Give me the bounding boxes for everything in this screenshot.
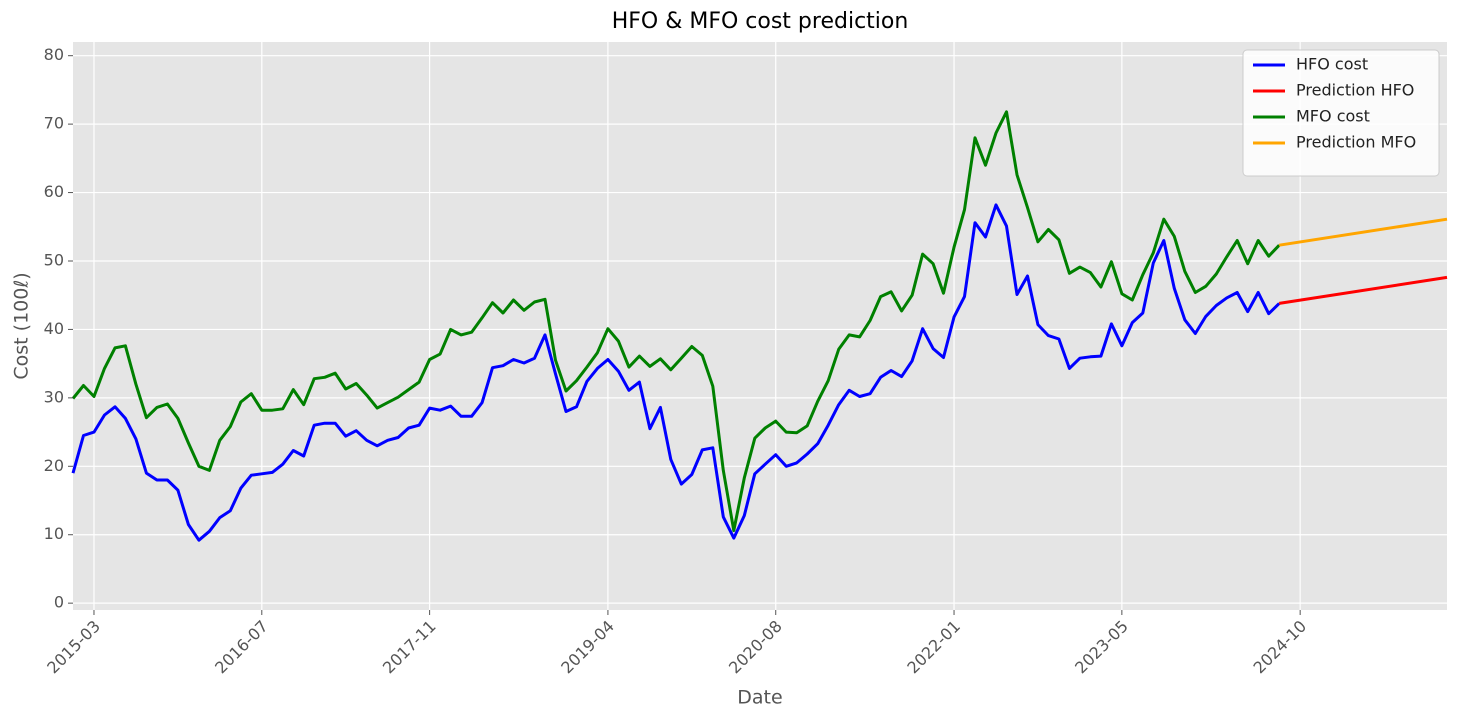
legend-label: Prediction MFO bbox=[1296, 133, 1416, 152]
y-tick-label: 80 bbox=[44, 45, 64, 64]
y-tick-label: 70 bbox=[44, 114, 64, 133]
y-tick-label: 40 bbox=[44, 319, 64, 338]
x-tick-label: 2019-04 bbox=[557, 617, 618, 678]
legend-label: MFO cost bbox=[1296, 107, 1370, 126]
x-axis-label: Date bbox=[737, 687, 782, 709]
x-tick-label: 2022-01 bbox=[903, 617, 964, 678]
legend-label: Prediction HFO bbox=[1296, 81, 1414, 100]
x-tick-label: 2016-07 bbox=[211, 617, 272, 678]
series-line bbox=[71, 110, 1281, 533]
chart-title: HFO & MFO cost prediction bbox=[612, 9, 909, 34]
series-line bbox=[1278, 217, 1448, 247]
y-tick-label: 60 bbox=[44, 182, 64, 201]
y-tick-label: 50 bbox=[44, 250, 64, 269]
y-tick-label: 30 bbox=[44, 387, 64, 406]
x-tick-label: 2023-05 bbox=[1071, 617, 1132, 678]
series-line bbox=[71, 203, 1281, 542]
series-line bbox=[1278, 275, 1448, 305]
y-tick-label: 10 bbox=[44, 524, 64, 543]
legend-box bbox=[1242, 49, 1440, 177]
x-tick-label: 2017-11 bbox=[379, 617, 440, 678]
x-tick-label: 2015-03 bbox=[43, 617, 104, 678]
legend: HFO cost Prediction HFO MFO cost Prediction… bbox=[1242, 49, 1440, 177]
plot-area bbox=[73, 42, 1447, 610]
x-tick-label: 2024-10 bbox=[1249, 617, 1310, 678]
grid bbox=[73, 42, 1447, 610]
x-tick-label: 2020-08 bbox=[725, 617, 786, 678]
y-axis-label: Cost (100ℓ) bbox=[11, 272, 33, 379]
y-tick-label: 20 bbox=[44, 456, 64, 475]
y-tick-label: 0 bbox=[54, 593, 64, 612]
legend-label: HFO cost bbox=[1296, 55, 1368, 74]
lines bbox=[71, 110, 1448, 542]
